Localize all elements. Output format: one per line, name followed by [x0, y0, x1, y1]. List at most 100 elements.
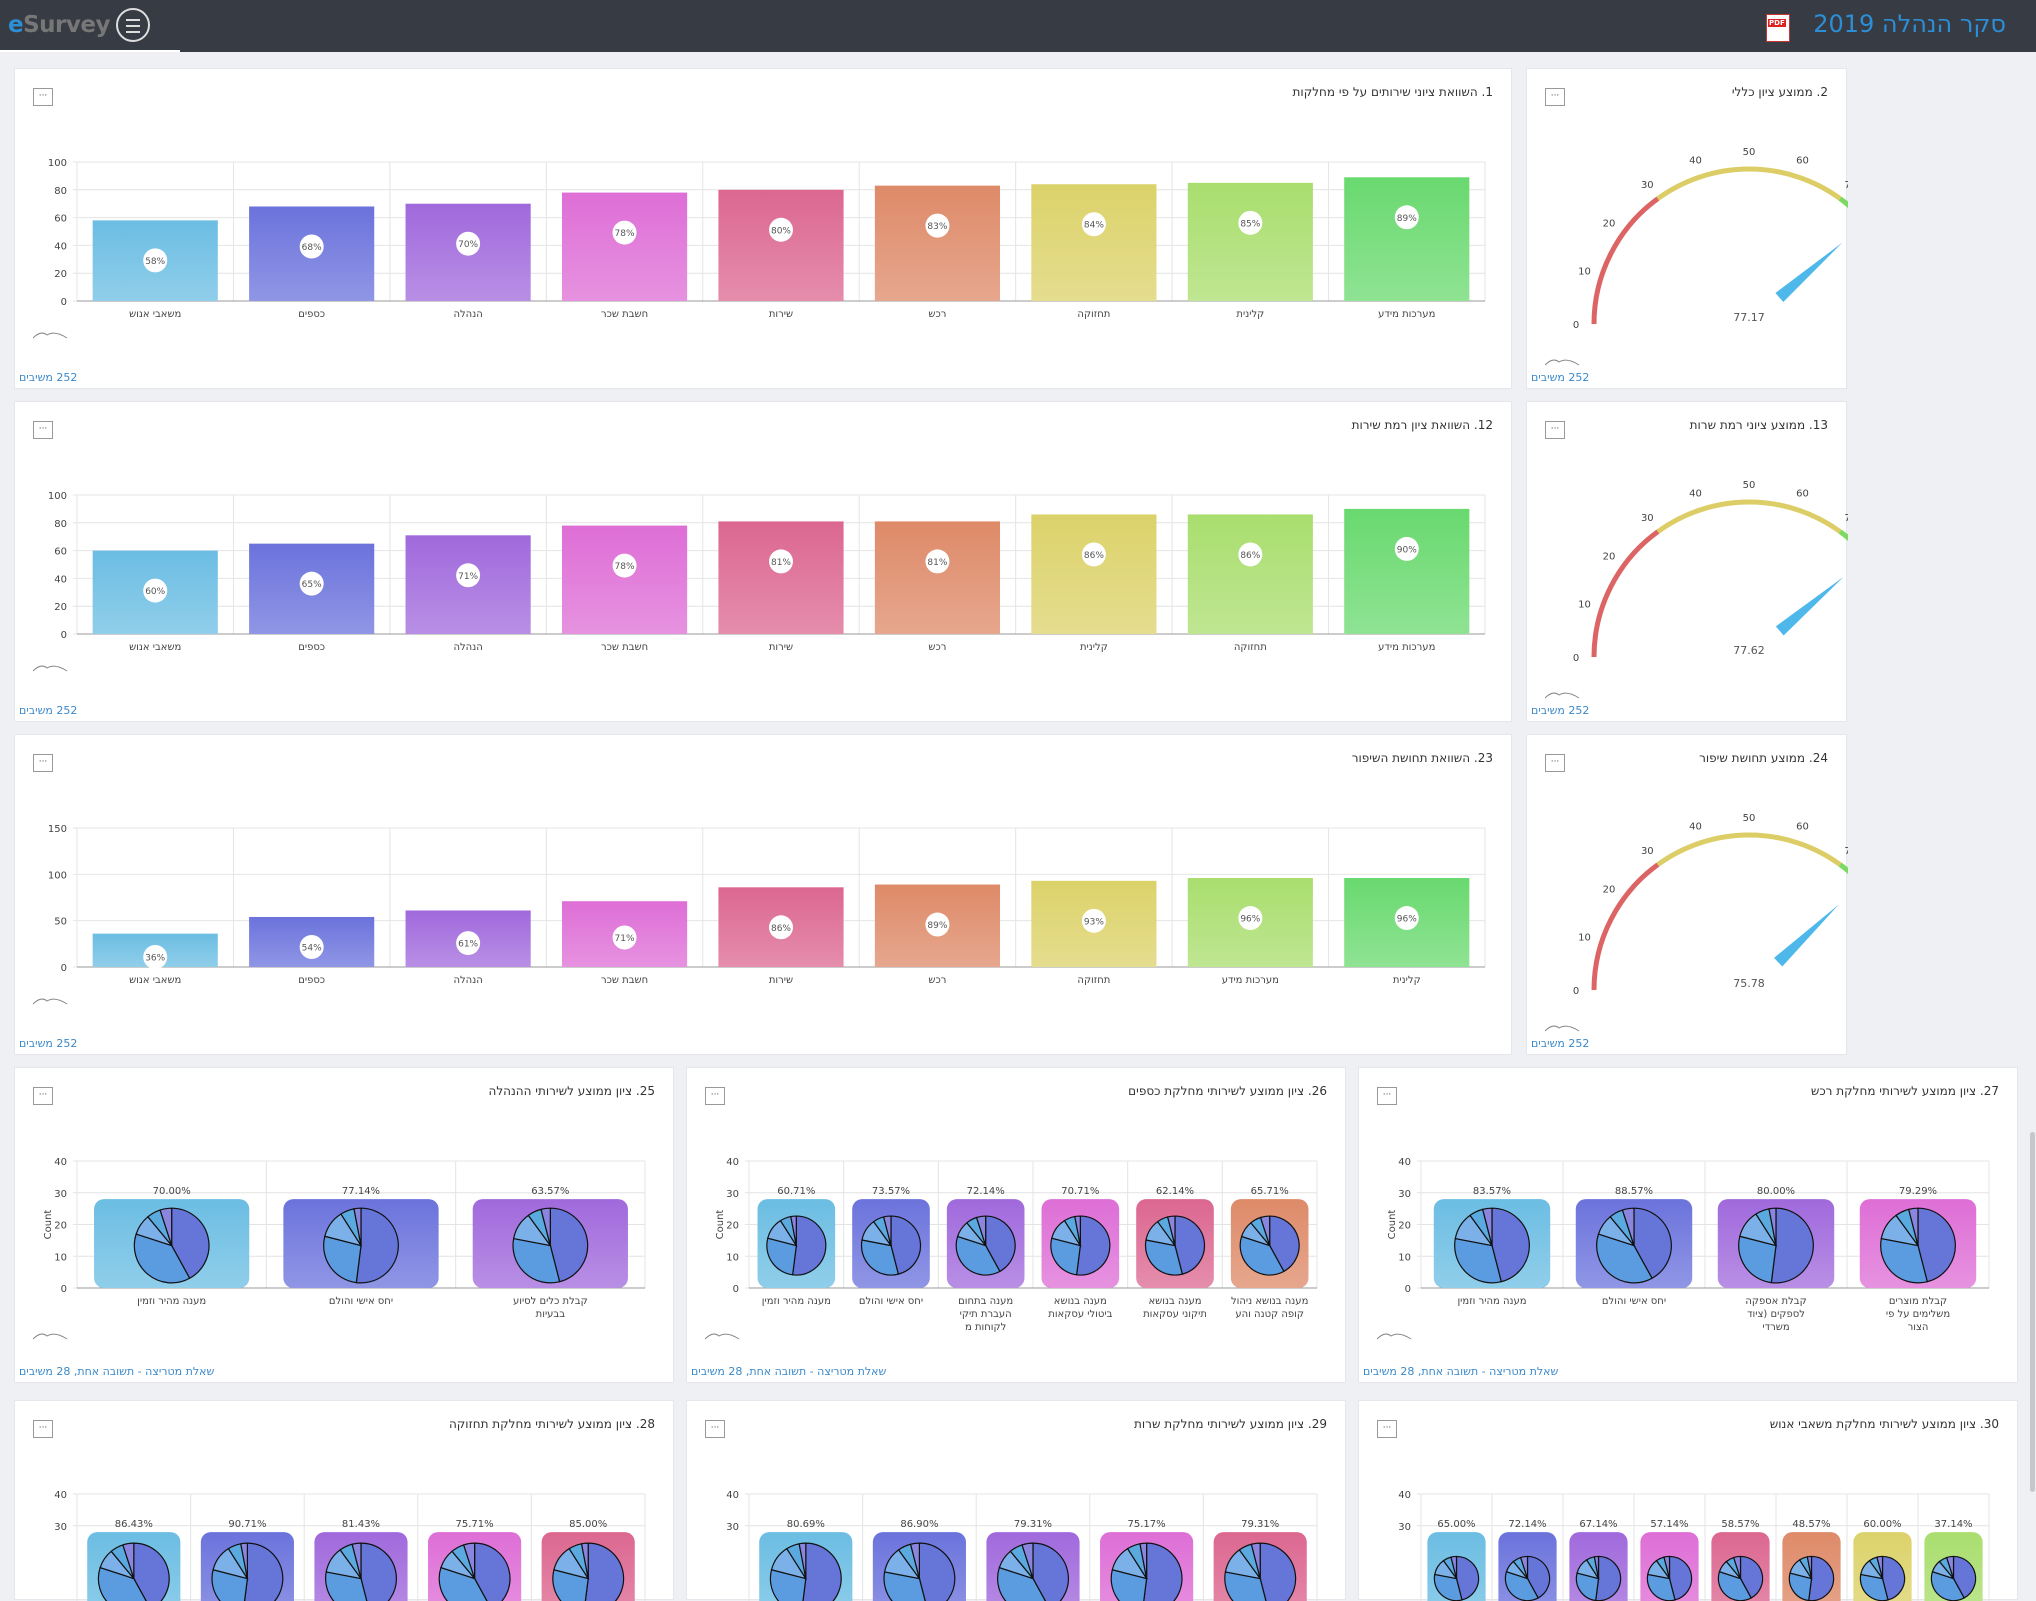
x-tick-label: רכש [928, 642, 946, 653]
sparkline-icon[interactable] [33, 329, 69, 339]
bar[interactable] [1344, 177, 1470, 301]
gauge-band [1838, 196, 1848, 209]
sparkline-icon[interactable] [1377, 1330, 1413, 1340]
data-label-bubble [612, 925, 637, 950]
panel-menu-button[interactable]: ··· [33, 88, 53, 106]
y-tick-label: 100 [48, 158, 67, 169]
panel-title: 30. ציון ממוצע לשירותי מחלקת משאבי אנוש [1769, 1417, 1999, 1431]
panel-menu-button[interactable]: ··· [33, 1420, 53, 1438]
pdf-export-icon[interactable]: PDF [1766, 14, 1790, 42]
x-tick-label: קלינית [1080, 642, 1108, 653]
pie-bar-chart: 0 10 20 30 40 Count 60.71% מענה מהיר וזמין 73.57… [715, 1157, 1318, 1333]
y-tick-label: 40 [54, 1490, 67, 1501]
scrollbar-thumb[interactable] [2030, 1132, 2035, 1492]
respondents-count-link[interactable]: 252 משיבים [19, 371, 78, 384]
respondents-count-link[interactable]: 252 משיבים [1531, 371, 1590, 384]
respondents-count-link[interactable]: 252 משיבים [19, 1037, 78, 1050]
x-tick-label: קבלת אספקה [1745, 1296, 1806, 1307]
bar[interactable] [874, 521, 1001, 634]
respondents-count-link[interactable]: שאלת מטריצה - תשובה אחת, 28 משיבים [1363, 1365, 1559, 1378]
x-tick-label: תחזוקה [1234, 642, 1267, 653]
pie-slice [1917, 1207, 1956, 1283]
bar[interactable] [874, 185, 1001, 301]
app-header: eSurvey PDF סקר הנהלה 2019 [0, 0, 2036, 52]
bar-chart-panel: ··· 23. השוואת תחושת השיפור 252 משיבים 0 50 1… [14, 734, 1512, 1055]
x-tick-label: מענה בנושא [1148, 1296, 1201, 1307]
data-label: 77.14% [342, 1186, 380, 1197]
x-tick-label: תחזוקה [1077, 975, 1110, 986]
pie-slice [1166, 1215, 1176, 1246]
gauge-needle [1774, 904, 1839, 967]
panel-menu-button[interactable]: ··· [1545, 88, 1565, 106]
sparkline-icon[interactable] [33, 662, 69, 672]
panel-menu-button[interactable]: ··· [1377, 1420, 1397, 1438]
panel-menu-button[interactable]: ··· [33, 421, 53, 439]
panel-menu-button[interactable]: ··· [33, 754, 53, 772]
sparkline-icon[interactable] [33, 995, 69, 1005]
sparkline-icon[interactable] [33, 1330, 69, 1340]
data-label-bubble [456, 931, 481, 956]
x-tick-label: בבעיות [536, 1309, 566, 1320]
panel-menu-button[interactable]: ··· [705, 1420, 725, 1438]
pie-chart-panel: ··· 25. ציון ממוצע לשירותי ההנהלה שאלת מטר… [14, 1067, 674, 1383]
data-label: 80.00% [1757, 1186, 1795, 1197]
data-label: 60% [145, 587, 165, 597]
y-tick-label: 40 [726, 1157, 739, 1168]
data-label-bubble [456, 563, 481, 588]
y-tick-label: 0 [61, 630, 67, 641]
mini-pie [1738, 1207, 1814, 1284]
data-label: 73.57% [872, 1186, 910, 1197]
panel-menu-button[interactable]: ··· [1377, 1087, 1397, 1105]
esurvey-logo[interactable]: eSurvey [8, 12, 110, 38]
pie-slice [766, 1237, 797, 1276]
sparkline-icon[interactable] [705, 1330, 741, 1340]
data-label: 86.90% [900, 1519, 938, 1530]
hamburger-menu-icon[interactable] [116, 8, 150, 42]
data-label-bubble [1081, 212, 1106, 237]
data-label-bubble [925, 213, 950, 238]
bar[interactable] [561, 525, 688, 634]
sparkline-icon[interactable] [1545, 356, 1581, 366]
y-tick-label: 40 [54, 1157, 67, 1168]
bar[interactable] [1344, 508, 1470, 634]
bar[interactable] [1031, 514, 1157, 634]
y-tick-label: 100 [48, 491, 67, 502]
bar[interactable] [561, 192, 688, 301]
panel-menu-button[interactable]: ··· [1545, 421, 1565, 439]
gauge-panel: ··· 13. ממוצע ציוני רמת שרות 252 משיבים 0 10… [1526, 401, 1848, 722]
panel-menu-button[interactable]: ··· [33, 1087, 53, 1105]
gauge-chart: 010203040506070809010077.62 [1573, 480, 1848, 664]
sparkline-icon[interactable] [1545, 689, 1581, 699]
respondents-count-link[interactable]: 252 משיבים [19, 704, 78, 717]
y-tick-label: 0 [733, 1284, 739, 1295]
bar[interactable] [718, 521, 844, 634]
y-tick-label: 20 [1398, 1221, 1411, 1232]
x-tick-label: חשבת שכר [601, 309, 648, 320]
data-label-bubble [1238, 906, 1263, 931]
x-tick-label: מערכות מידע [1378, 642, 1435, 653]
respondents-count-link[interactable]: 252 משיבים [1531, 704, 1590, 717]
bar[interactable] [1187, 182, 1313, 301]
panel-menu-button[interactable]: ··· [705, 1087, 725, 1105]
pie-slice [1596, 1233, 1653, 1284]
respondents-count-link[interactable]: 252 משיבים [1531, 1037, 1590, 1050]
pie-slice [1239, 1235, 1285, 1276]
data-label: 37.14% [1934, 1519, 1972, 1530]
sparkline-icon[interactable] [1545, 1022, 1581, 1032]
y-tick-label: 40 [1398, 1490, 1411, 1501]
bar[interactable] [1031, 184, 1157, 301]
page-scrollbar[interactable] [2028, 52, 2036, 1547]
bar[interactable] [1187, 514, 1313, 634]
respondents-count-link[interactable]: שאלת מטריצה - תשובה אחת, 28 משיבים [691, 1365, 887, 1378]
mini-pie [1646, 1555, 1693, 1601]
data-label: 89% [927, 921, 947, 931]
bar[interactable] [718, 189, 844, 301]
x-tick-label: כספים [298, 975, 325, 986]
data-label-bubble [1081, 908, 1106, 933]
respondents-count-link[interactable]: שאלת מטריצה - תשובה אחת, 28 משיבים [19, 1365, 215, 1378]
panel-menu-button[interactable]: ··· [1545, 754, 1565, 772]
data-label-bubble [925, 549, 950, 574]
x-tick-label: העברת תיקי [960, 1309, 1012, 1320]
data-label: 89% [1397, 214, 1417, 224]
pie-slice [133, 1233, 191, 1284]
